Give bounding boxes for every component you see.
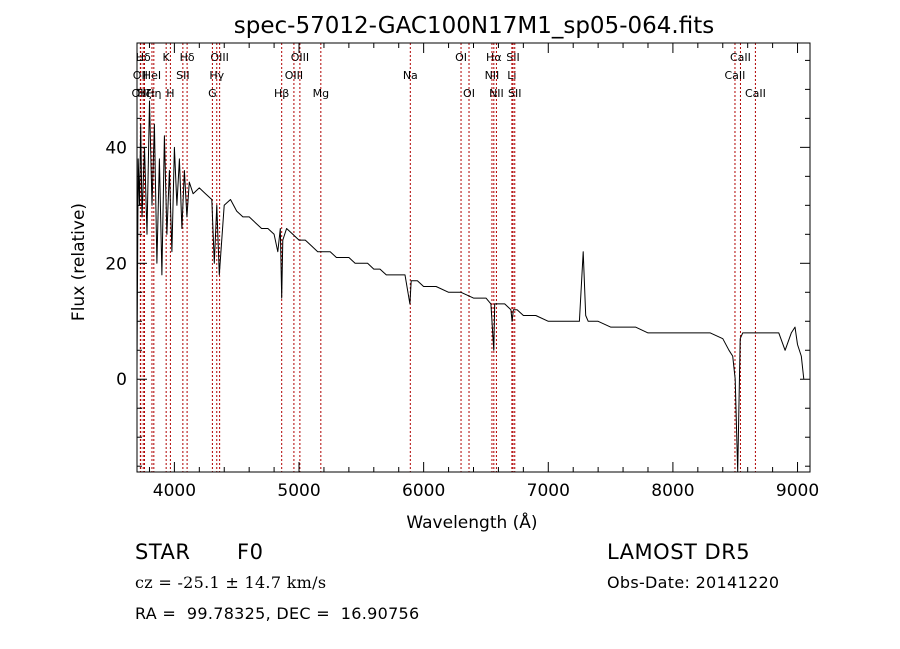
marker-label: Hα xyxy=(486,51,502,64)
marker-label: Mg xyxy=(313,87,329,100)
marker-label: NII xyxy=(489,87,504,100)
x-tick-label: 8000 xyxy=(651,481,694,501)
marker-label: Na xyxy=(403,69,418,82)
sky-coordinates: RA = 99.78325, DEC = 16.90756 xyxy=(135,604,420,623)
marker-label: OI xyxy=(463,87,475,100)
y-axis-label: Flux (relative) xyxy=(69,203,89,321)
marker-label: SII xyxy=(506,51,519,64)
marker-label: Hζ xyxy=(137,87,151,100)
line-markers: HδOIIOIIIHζHeIHηKHSIIHδOIIIHγGHβOIIIOIII… xyxy=(132,43,766,472)
y-tick-label: 40 xyxy=(105,138,127,158)
marker-label: OIII xyxy=(210,51,228,64)
marker-label: Hβ xyxy=(274,87,289,100)
object-class: STAR xyxy=(135,540,191,564)
marker-label: Hγ xyxy=(209,69,224,82)
y-axis: 0 20 40 xyxy=(105,59,810,467)
marker-label: Hδ xyxy=(136,51,151,64)
marker-label: G xyxy=(208,87,217,100)
marker-label: CaII xyxy=(745,87,766,100)
x-tick-label: 7000 xyxy=(527,481,570,501)
marker-label: Hδ xyxy=(180,51,195,64)
marker-label: OI xyxy=(455,51,467,64)
marker-label: OIII xyxy=(285,69,303,82)
x-tick-label: 4000 xyxy=(153,481,196,501)
marker-label: SII xyxy=(508,87,521,100)
marker-label: SII xyxy=(176,69,189,82)
survey-name: LAMOST DR5 xyxy=(607,540,751,564)
plot-frame xyxy=(136,42,811,473)
marker-label: Li xyxy=(507,69,516,82)
x-tick-label: 5000 xyxy=(277,481,320,501)
marker-label: Hη xyxy=(146,87,161,100)
x-tick-label: 6000 xyxy=(402,481,445,501)
spectrum-series xyxy=(136,100,805,473)
marker-label: CaII xyxy=(730,51,751,64)
marker-label: CaII xyxy=(725,69,746,82)
spectral-subclass: F0 xyxy=(237,540,264,564)
observation-date: Obs-Date: 20141220 xyxy=(607,573,780,592)
marker-label: HeI xyxy=(143,69,161,82)
marker-label: H xyxy=(166,87,174,100)
marker-label: K xyxy=(163,51,171,64)
y-tick-label: 20 xyxy=(105,254,127,274)
spectrum-line xyxy=(136,100,805,473)
x-tick-label: 9000 xyxy=(776,481,819,501)
x-axis-label: Wavelength (Å) xyxy=(406,511,537,533)
marker-label: OIII xyxy=(291,51,309,64)
marker-label: OIII xyxy=(132,87,150,100)
redshift-velocity: cz = -25.1 ± 14.7 km/s xyxy=(135,573,327,592)
x-axis: 4000 5000 6000 7000 8000 9000 xyxy=(148,43,819,501)
y-tick-label: 0 xyxy=(116,370,127,390)
chart-title: spec-57012-GAC100N17M1_sp05-064.fits xyxy=(234,13,714,39)
marker-label: NII xyxy=(485,69,500,82)
